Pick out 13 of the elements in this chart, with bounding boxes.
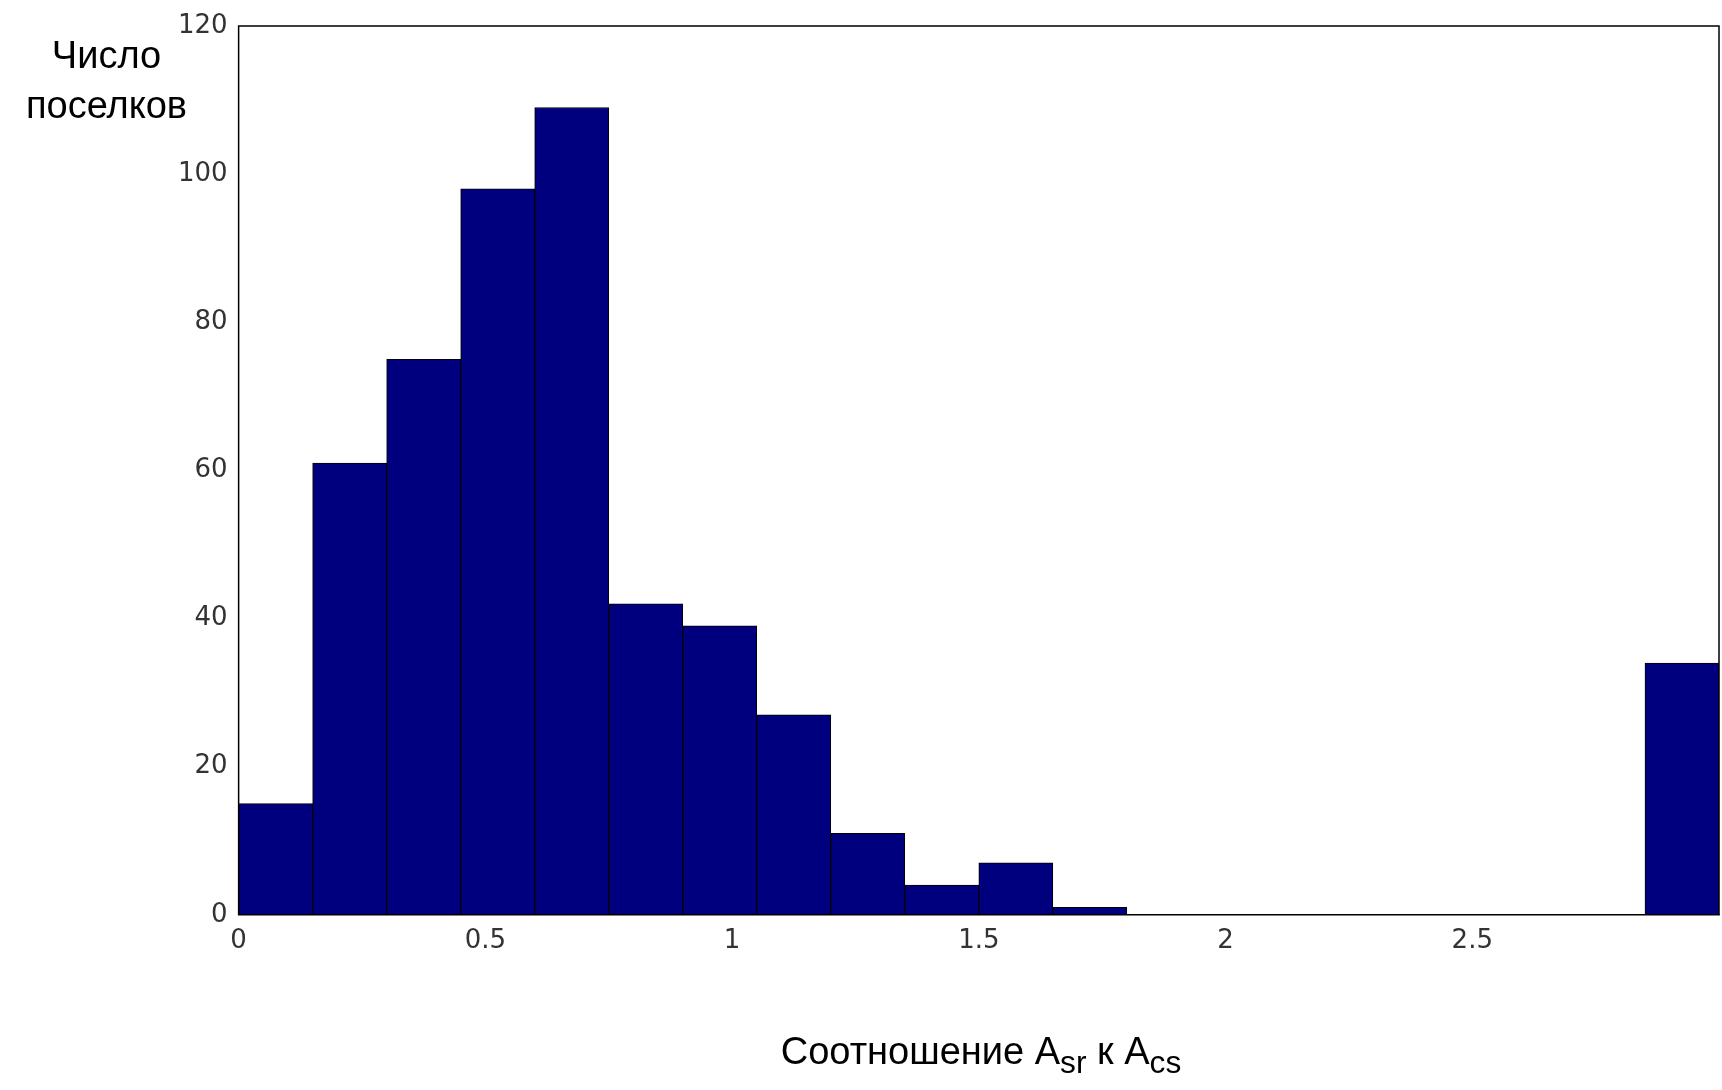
x-tick-label: 2.5 [1451, 924, 1493, 955]
x-axis-title: Соотношение A$_{sr}$ к A$_{cs}$ [779, 1030, 1183, 1081]
y-tick-label: 40 [194, 601, 228, 632]
y-tick-label: 100 [177, 156, 228, 187]
y-tick-label: 20 [194, 749, 228, 780]
x-tick-label: 0.5 [464, 924, 507, 955]
y-tick-label: 80 [194, 305, 228, 336]
y-tick-label: 0 [211, 897, 228, 928]
x-tick-label: 0 [230, 924, 247, 955]
x-tick-label: 1 [723, 924, 741, 955]
x-tick-label: 1.5 [958, 924, 1000, 955]
x-tick-label: 2 [1217, 924, 1234, 955]
y-tick-label: 60 [194, 453, 228, 484]
